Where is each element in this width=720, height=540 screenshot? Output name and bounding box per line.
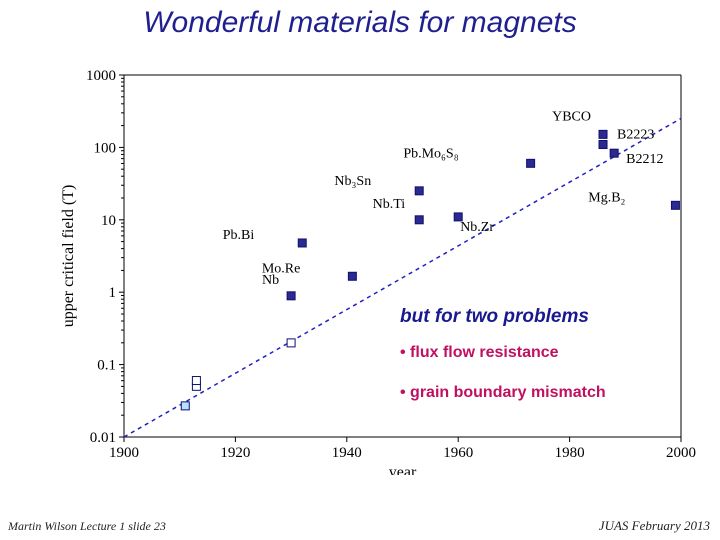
svg-text:Nb.Zr: Nb.Zr (460, 220, 494, 235)
svg-text:1900: 1900 (109, 445, 139, 461)
svg-text:100: 100 (94, 140, 117, 156)
svg-text:Pb.Bi: Pb.Bi (223, 228, 255, 243)
svg-text:0.01: 0.01 (90, 430, 116, 446)
svg-text:2000: 2000 (666, 445, 696, 461)
svg-text:1: 1 (109, 285, 117, 301)
svg-text:YBCO: YBCO (552, 109, 591, 124)
annotation-bullet-2: • grain boundary mismatch (400, 384, 606, 402)
svg-text:1980: 1980 (555, 445, 585, 461)
critical-field-chart: 1900 1920 1940 1960 1980 2000 0.01 0.1 1 10 100 100… (55, 55, 705, 475)
footer-left: Martin Wilson Lecture 1 slide 23 (8, 519, 166, 534)
slide-title: Wonderful materials for magnets (0, 6, 720, 40)
svg-text:B2212: B2212 (626, 152, 663, 167)
svg-text:Pb.Mo₆S₈: Pb.Mo₆S₈ (403, 146, 458, 161)
svg-text:year: year (389, 464, 417, 475)
svg-text:1000: 1000 (86, 68, 116, 84)
svg-text:1960: 1960 (443, 445, 473, 461)
footer-right: JUAS February 2013 (599, 518, 710, 534)
svg-text:1920: 1920 (220, 445, 250, 461)
svg-text:Nb₃Sn: Nb₃Sn (334, 174, 371, 189)
annotation-header: but for two problems (400, 306, 589, 328)
svg-text:upper critical field (T): upper critical field (T) (60, 185, 77, 328)
svg-text:B2223: B2223 (617, 128, 654, 143)
svg-text:1940: 1940 (332, 445, 362, 461)
svg-text:Nb.Ti: Nb.Ti (373, 197, 406, 212)
annotation-bullet-1: • flux flow resistance (400, 344, 559, 362)
svg-text:10: 10 (101, 213, 116, 229)
svg-text:0.1: 0.1 (97, 358, 116, 374)
svg-text:Mg.B₂: Mg.B₂ (588, 190, 625, 205)
svg-text:Mo.Re: Mo.Re (262, 261, 301, 276)
